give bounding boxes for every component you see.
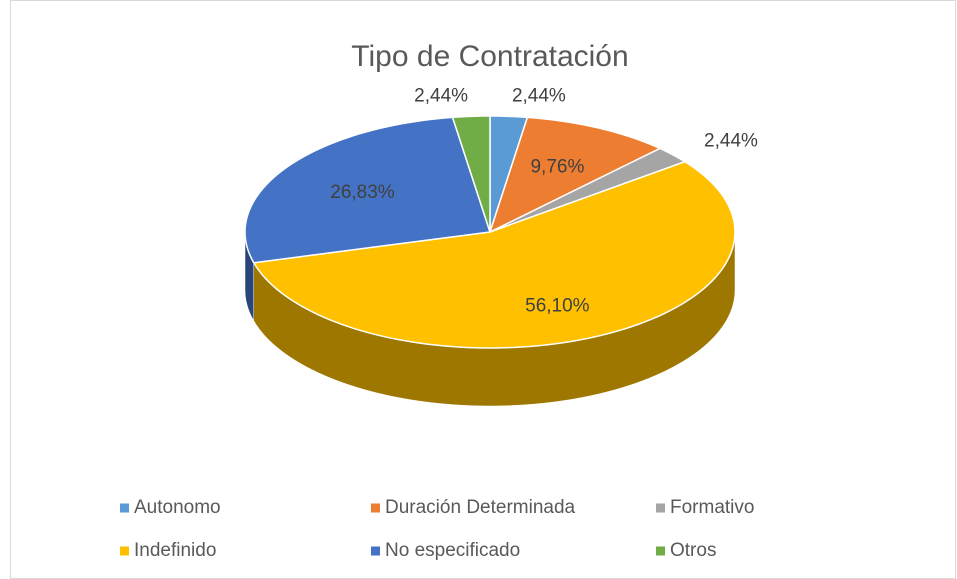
legend-swatch xyxy=(656,546,665,556)
slice xyxy=(451,115,491,233)
legend-label: Indefinido xyxy=(134,540,216,561)
slice xyxy=(252,160,736,349)
data-label: 56,10% xyxy=(525,295,590,316)
legend-swatch xyxy=(120,503,129,513)
data-label: 2,44% xyxy=(512,86,566,107)
data-label: 9,76% xyxy=(530,157,584,178)
data-label: 2,44% xyxy=(704,131,758,152)
legend-swatch xyxy=(371,503,380,513)
legend-label: Formativo xyxy=(670,497,754,518)
chart-title: Tipo de Contratación xyxy=(351,40,628,73)
legend-swatch xyxy=(656,503,665,513)
slice xyxy=(488,116,662,234)
legend-swatch xyxy=(371,546,380,556)
legend-swatch xyxy=(120,546,129,556)
legend-label: Autonomo xyxy=(134,497,221,518)
legend-label: Otros xyxy=(670,540,716,561)
legend-label: Duración Determinada xyxy=(385,497,576,518)
slice xyxy=(244,116,491,264)
data-label: 26,83% xyxy=(330,182,395,203)
data-label: 2,44% xyxy=(414,86,468,107)
legend-label: No especificado xyxy=(385,540,520,561)
